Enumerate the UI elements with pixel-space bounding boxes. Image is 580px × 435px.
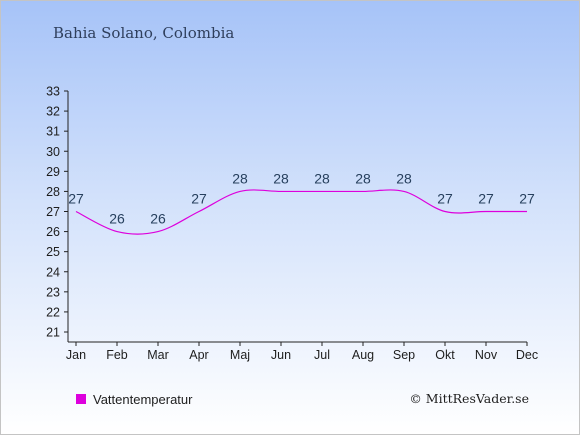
series-layer	[75, 189, 527, 235]
y-tick-label: 25	[46, 245, 60, 259]
x-tick-label: Jun	[271, 348, 291, 362]
x-tick-label: Jan	[66, 348, 86, 362]
data-label: 27	[478, 191, 494, 207]
series-line-vattentemperatur	[75, 189, 527, 235]
x-tick-label: Sep	[393, 348, 415, 362]
y-tick-label: 22	[46, 305, 60, 319]
data-label: 26	[150, 211, 166, 227]
legend-label: Vattentemperatur	[93, 392, 193, 407]
x-axis: Jan Feb Mar Apr Maj Jun Jul Aug Sep Okt Nov Dec	[66, 341, 538, 362]
y-axis: 21 22 23 24 25 26 27 28 29 30 31 32 33	[46, 85, 69, 342]
data-label: 28	[232, 170, 248, 186]
y-tick-label: 23	[46, 285, 60, 299]
y-tick-label: 32	[46, 105, 60, 119]
data-label: 28	[396, 170, 412, 186]
data-label: 27	[68, 191, 84, 207]
data-label: 27	[437, 191, 453, 207]
data-label: 26	[109, 211, 125, 227]
data-label: 28	[314, 170, 330, 186]
x-tick-label: Jul	[314, 348, 330, 362]
y-tick-label: 31	[46, 125, 60, 139]
y-tick-label: 27	[46, 205, 60, 219]
x-tick-label: Apr	[189, 348, 208, 362]
data-label: 27	[191, 191, 207, 207]
chart-title: Bahia Solano, Colombia	[53, 24, 234, 42]
x-tick-label: Dec	[516, 348, 538, 362]
data-labels: 27 26 26 27 28 28 28 28 28 27 27 27	[68, 170, 535, 226]
y-tick-label: 21	[46, 326, 60, 340]
y-tick-label: 30	[46, 145, 60, 159]
y-tick-label: 28	[46, 185, 60, 199]
data-label: 28	[273, 170, 289, 186]
x-tick-label: Mar	[147, 348, 169, 362]
y-tick-label: 33	[46, 85, 60, 99]
x-tick-label: Okt	[435, 348, 455, 362]
credit-text: © MittResVader.se	[409, 391, 529, 406]
x-tick-label: Aug	[352, 348, 374, 362]
x-tick-label: Maj	[230, 348, 250, 362]
x-tick-label: Feb	[106, 348, 128, 362]
y-tick-label: 29	[46, 165, 60, 179]
y-tick-label: 24	[46, 265, 60, 279]
data-label: 28	[355, 170, 371, 186]
y-tick-label: 26	[46, 225, 60, 239]
data-label: 27	[519, 191, 535, 207]
x-tick-label: Nov	[475, 348, 498, 362]
legend-swatch	[76, 394, 86, 404]
